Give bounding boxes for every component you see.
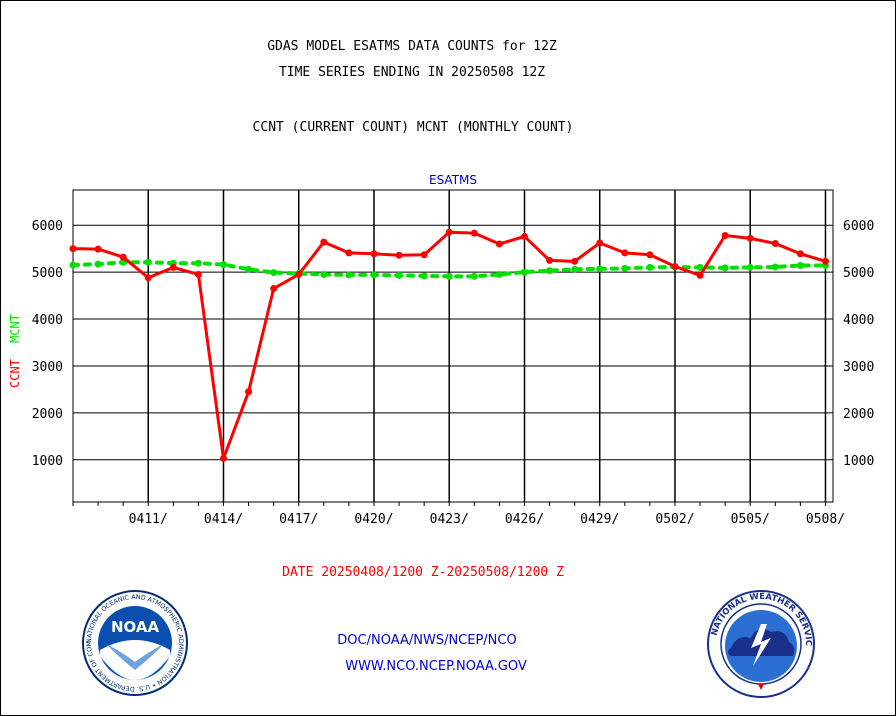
point-mcnt bbox=[571, 265, 579, 273]
x-tick-label: 0417/ bbox=[279, 512, 318, 527]
point-mcnt bbox=[69, 261, 77, 269]
point-mcnt bbox=[520, 268, 528, 276]
point-mcnt bbox=[420, 272, 428, 280]
point-mcnt bbox=[345, 271, 353, 279]
point-ccnt bbox=[420, 251, 428, 259]
plot-area bbox=[72, 189, 834, 503]
point-ccnt bbox=[295, 270, 303, 278]
point-ccnt bbox=[520, 232, 528, 240]
point-mcnt bbox=[771, 263, 779, 271]
chart-title-line1: GDAS MODEL ESATMS DATA COUNTS for 12Z bbox=[267, 39, 557, 54]
point-mcnt bbox=[796, 262, 804, 270]
point-ccnt bbox=[169, 263, 177, 271]
y-tick-label-left: 3000 bbox=[32, 360, 63, 375]
point-mcnt bbox=[470, 272, 478, 280]
point-mcnt bbox=[696, 263, 704, 271]
x-tick-label: 0423/ bbox=[430, 512, 469, 527]
noaa-logo-icon: NOAA NATIONAL OCEANIC AND ATMOSPHERIC AD… bbox=[82, 590, 188, 696]
point-ccnt bbox=[621, 249, 629, 257]
point-ccnt bbox=[596, 239, 604, 247]
x-tick-label: 0420/ bbox=[354, 512, 393, 527]
x-tick-label: 0429/ bbox=[580, 512, 619, 527]
y-tick-label-right: 3000 bbox=[843, 360, 874, 375]
point-ccnt bbox=[821, 257, 829, 265]
point-mcnt bbox=[621, 264, 629, 272]
point-mcnt bbox=[746, 263, 754, 271]
point-mcnt bbox=[445, 272, 453, 280]
point-ccnt bbox=[370, 250, 378, 258]
point-ccnt bbox=[94, 245, 102, 253]
y-axis-label-mcnt: MCNT bbox=[8, 314, 22, 343]
point-ccnt bbox=[219, 454, 227, 462]
point-ccnt bbox=[796, 250, 804, 258]
point-ccnt bbox=[571, 257, 579, 265]
point-mcnt bbox=[721, 264, 729, 272]
point-ccnt bbox=[144, 274, 152, 282]
point-ccnt bbox=[345, 249, 353, 257]
x-tick-label: 0426/ bbox=[505, 512, 544, 527]
point-mcnt bbox=[270, 269, 278, 277]
chart-title-line2: TIME SERIES ENDING IN 20250508 12Z bbox=[278, 65, 546, 80]
y-tick-label-left: 2000 bbox=[32, 407, 63, 422]
point-mcnt bbox=[370, 271, 378, 279]
point-mcnt bbox=[144, 258, 152, 266]
noaa-logo-text: NOAA bbox=[111, 618, 160, 636]
point-ccnt bbox=[119, 253, 127, 261]
point-ccnt bbox=[495, 240, 503, 248]
point-mcnt bbox=[194, 259, 202, 267]
point-ccnt bbox=[445, 228, 453, 236]
point-ccnt bbox=[245, 388, 253, 396]
y-axis-label-ccnt: CCNT bbox=[8, 359, 22, 388]
point-mcnt bbox=[495, 270, 503, 278]
point-ccnt bbox=[771, 239, 779, 247]
point-mcnt bbox=[219, 261, 227, 269]
point-ccnt bbox=[470, 229, 478, 237]
x-tick-label: 0508/ bbox=[806, 512, 845, 527]
point-mcnt bbox=[320, 270, 328, 278]
y-tick-label-right: 5000 bbox=[843, 266, 874, 281]
y-tick-label-left: 1000 bbox=[32, 454, 63, 469]
point-ccnt bbox=[194, 270, 202, 278]
x-tick-label: 0414/ bbox=[204, 512, 243, 527]
point-ccnt bbox=[721, 232, 729, 240]
chart-subtitle: CCNT (CURRENT COUNT) MCNT (MONTHLY COUNT… bbox=[252, 120, 574, 135]
x-tick-label: 0505/ bbox=[731, 512, 770, 527]
org-line-2: WWW.NCO.NCEP.NOAA.GOV bbox=[345, 659, 527, 674]
point-ccnt bbox=[646, 251, 654, 259]
point-ccnt bbox=[320, 238, 328, 246]
y-tick-label-right: 1000 bbox=[843, 454, 874, 469]
point-mcnt bbox=[596, 265, 604, 273]
point-ccnt bbox=[270, 285, 278, 293]
point-ccnt bbox=[69, 245, 77, 253]
nws-logo-icon: NATIONAL WEATHER SERVICE bbox=[707, 590, 815, 698]
y-tick-label-left: 6000 bbox=[32, 219, 63, 234]
point-ccnt bbox=[696, 271, 704, 279]
point-mcnt bbox=[94, 260, 102, 268]
y-tick-label-left: 5000 bbox=[32, 266, 63, 281]
point-mcnt bbox=[119, 258, 127, 266]
chart-inner-title: ESATMS bbox=[429, 173, 477, 187]
y-tick-label-left: 4000 bbox=[32, 313, 63, 328]
point-mcnt bbox=[546, 267, 554, 275]
point-ccnt bbox=[546, 256, 554, 264]
point-ccnt bbox=[671, 262, 679, 270]
date-range-label: DATE 20250408/1200 Z-20250508/1200 Z bbox=[282, 565, 564, 580]
x-tick-label: 0411/ bbox=[129, 512, 168, 527]
point-mcnt bbox=[646, 263, 654, 271]
org-line-1: DOC/NOAA/NWS/NCEP/NCO bbox=[337, 633, 517, 648]
x-tick-label: 0502/ bbox=[655, 512, 694, 527]
point-mcnt bbox=[395, 271, 403, 279]
y-tick-label-right: 2000 bbox=[843, 407, 874, 422]
point-ccnt bbox=[395, 251, 403, 259]
point-mcnt bbox=[245, 265, 253, 273]
y-tick-label-right: 6000 bbox=[843, 219, 874, 234]
point-ccnt bbox=[746, 234, 754, 242]
y-tick-label-right: 4000 bbox=[843, 313, 874, 328]
